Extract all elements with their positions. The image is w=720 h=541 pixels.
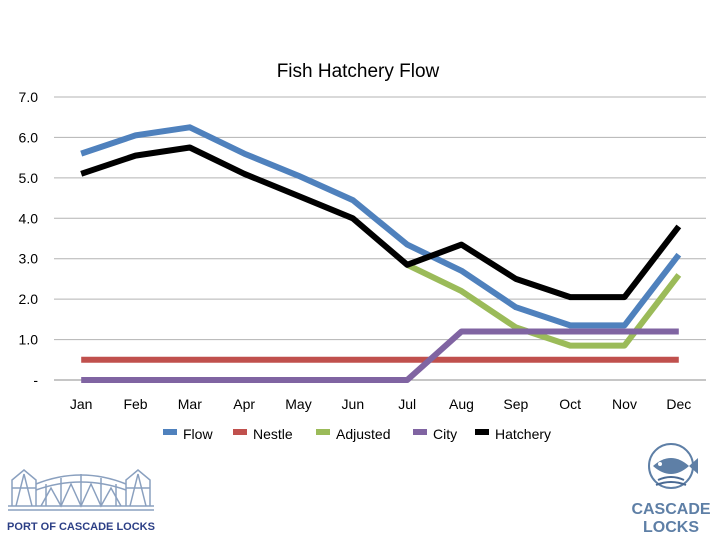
- legend-label: Nestle: [253, 426, 293, 442]
- series-lines: [80, 124, 682, 383]
- y-tick-label: 1.0: [19, 332, 39, 348]
- legend-swatch: [316, 429, 330, 435]
- x-tick-label: Oct: [559, 396, 581, 412]
- legend-label: City: [433, 426, 457, 442]
- y-tick-label: 4.0: [19, 210, 39, 226]
- x-tick-label: May: [285, 396, 311, 412]
- legend-swatch: [163, 429, 177, 435]
- x-tick-label: Sep: [503, 396, 528, 412]
- y-tick-label: 6.0: [19, 129, 39, 145]
- x-tick-label: Feb: [123, 396, 147, 412]
- y-axis-ticks: - 1.0 2.0 3.0 4.0 5.0 6.0 7.0: [19, 89, 39, 388]
- legend-label: Adjusted: [336, 426, 390, 442]
- cascade-locks-logo: CASCADE LOCKS: [628, 440, 714, 536]
- series-line-flow: [80, 124, 682, 329]
- legend-swatch: [413, 429, 427, 435]
- x-tick-label: Jan: [70, 396, 93, 412]
- y-tick-label: 2.0: [19, 291, 39, 307]
- series-line-city: [81, 328, 679, 383]
- legend-label: Flow: [183, 426, 213, 442]
- cascade-logo-line2: LOCKS: [643, 519, 699, 536]
- x-tick-label: Apr: [233, 396, 255, 412]
- legend-label: Hatchery: [495, 426, 551, 442]
- y-tick-label: 7.0: [19, 89, 39, 105]
- y-tick-label: -: [33, 372, 38, 388]
- series-line-hatchery: [80, 144, 682, 301]
- x-tick-label: Jul: [398, 396, 416, 412]
- legend-swatch: [233, 429, 247, 435]
- port-of-cascade-locks-logo: PORT OF CASCADE LOCKS: [6, 462, 156, 536]
- cascade-logo-line1: CASCADE: [631, 501, 710, 518]
- legend-swatch: [475, 429, 489, 435]
- gridlines: [54, 96, 706, 381]
- x-tick-label: Jun: [342, 396, 365, 412]
- x-axis-ticks: Jan Feb Mar Apr May Jun Jul Aug Sep Oct Nov Dec: [70, 396, 691, 412]
- y-tick-label: 5.0: [19, 170, 39, 186]
- x-tick-label: Dec: [666, 396, 691, 412]
- legend: Flow Nestle Adjusted City Hatchery: [163, 426, 551, 442]
- y-tick-label: 3.0: [19, 251, 39, 267]
- port-logo-caption: PORT OF CASCADE LOCKS: [7, 521, 155, 533]
- x-tick-label: Mar: [178, 396, 202, 412]
- fish-emblem-icon: [648, 443, 698, 489]
- x-tick-label: Aug: [449, 396, 474, 412]
- x-tick-label: Nov: [612, 396, 637, 412]
- chart-title: Fish Hatchery Flow: [277, 61, 440, 82]
- bridge-icon: [8, 469, 154, 511]
